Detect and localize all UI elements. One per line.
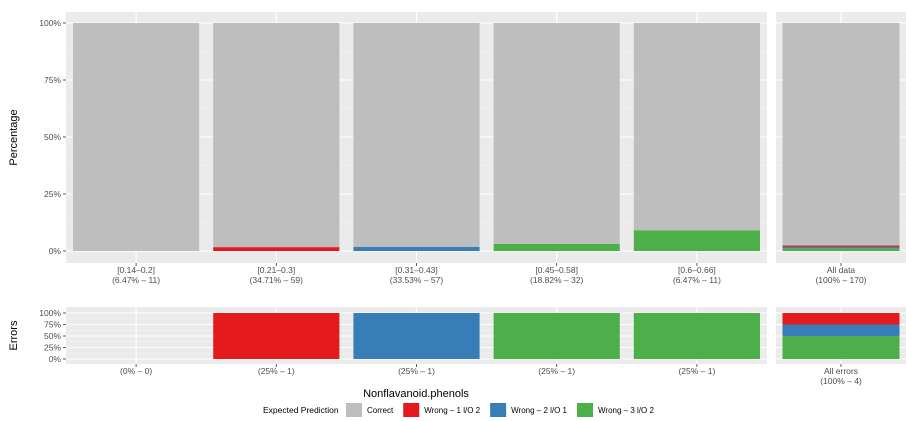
top-y-axis-title: Percentage [8,109,20,165]
bottom-y-tick-label: 50% [44,331,61,341]
top-x-tick-sublabel: (33.53% – 57) [390,275,444,285]
bottom-bar-5-w3 [633,313,760,359]
top-bar-4-correct [493,23,620,244]
legend-title: Expected Prediction [263,405,339,415]
top-bar-3-correct [353,23,480,248]
top-side-bar-w2 [782,246,900,249]
bottom-y-tick-label: 25% [44,343,61,353]
legend-key-w2 [490,403,507,417]
bottom-x-tick-label: (25% – 1) [258,366,295,376]
top-y-tick-label: 50% [44,132,61,142]
top-x-tick-sublabel: (18.82% – 32) [530,275,584,285]
bottom-x-tick-label: (25% – 1) [678,366,715,376]
top-bar-1-correct [73,23,200,251]
top-bar-5-correct [633,23,760,231]
bottom-side-bar-w1 [782,313,900,325]
top-bar-2-w1 [213,247,340,251]
bottom-side-bar-w3 [782,336,900,359]
top-bar-2-correct [213,23,340,248]
top-side-bar-w3 [782,248,900,251]
legend-label-w2: Wrong – 2 l/O 1 [511,406,567,415]
legend-key-w3 [577,403,594,417]
top-x-tick-sublabel: (6.47% – 11) [112,275,160,285]
bottom-side-tick-label: All errors [824,366,858,376]
bottom-x-tick-label: (0% – 0) [120,366,152,376]
top-side-tick-label: All data [827,265,856,275]
legend-label-w1: Wrong – 1 l/O 2 [424,406,480,415]
top-bar-3-w2 [353,247,480,251]
bottom-y-axis-title: Errors [8,320,20,350]
top-x-tick-sublabel: (34.71% – 59) [250,275,304,285]
bottom-y-tick-label: 100% [39,308,61,318]
top-x-tick-label: [0.21–0.3] [257,265,295,275]
top-x-tick-label: [0.14–0.2] [117,265,155,275]
bottom-y-tick-label: 75% [44,320,61,330]
top-side-bar-correct [782,23,900,246]
bottom-y-tick-label: 0% [49,354,62,364]
top-y-tick-label: 100% [39,18,61,28]
legend-label-correct: Correct [367,406,394,415]
top-x-tick-sublabel: (6.47% – 11) [673,275,721,285]
legend-label-w3: Wrong – 3 l/O 2 [598,406,654,415]
top-x-tick-label: [0.45–0.58] [535,265,578,275]
top-side-tick-sublabel: (100% – 170) [815,275,866,285]
top-bar-4-w3 [493,243,620,251]
bottom-side-tick-sublabel: (100% – 4) [820,376,862,386]
top-y-tick-label: 75% [44,75,61,85]
bottom-x-tick-label: (25% – 1) [538,366,575,376]
bottom-side-bar-w2 [782,324,900,336]
bottom-bar-2-w1 [213,313,340,359]
bottom-bar-3-w2 [353,313,480,359]
x-axis-title: Nonflavanoid.phenols [363,388,469,400]
top-x-tick-label: [0.31–0.43] [395,265,438,275]
top-bar-5-w3 [633,230,760,251]
top-x-tick-label: [0.6–0.66] [678,265,716,275]
top-y-tick-label: 25% [44,189,61,199]
bottom-bar-4-w3 [493,313,620,359]
top-y-tick-label: 0% [49,246,62,256]
bottom-x-tick-label: (25% – 1) [398,366,435,376]
top-side-bar-w1 [782,245,900,247]
legend-key-w1 [403,403,420,417]
legend-key-correct [346,403,362,417]
